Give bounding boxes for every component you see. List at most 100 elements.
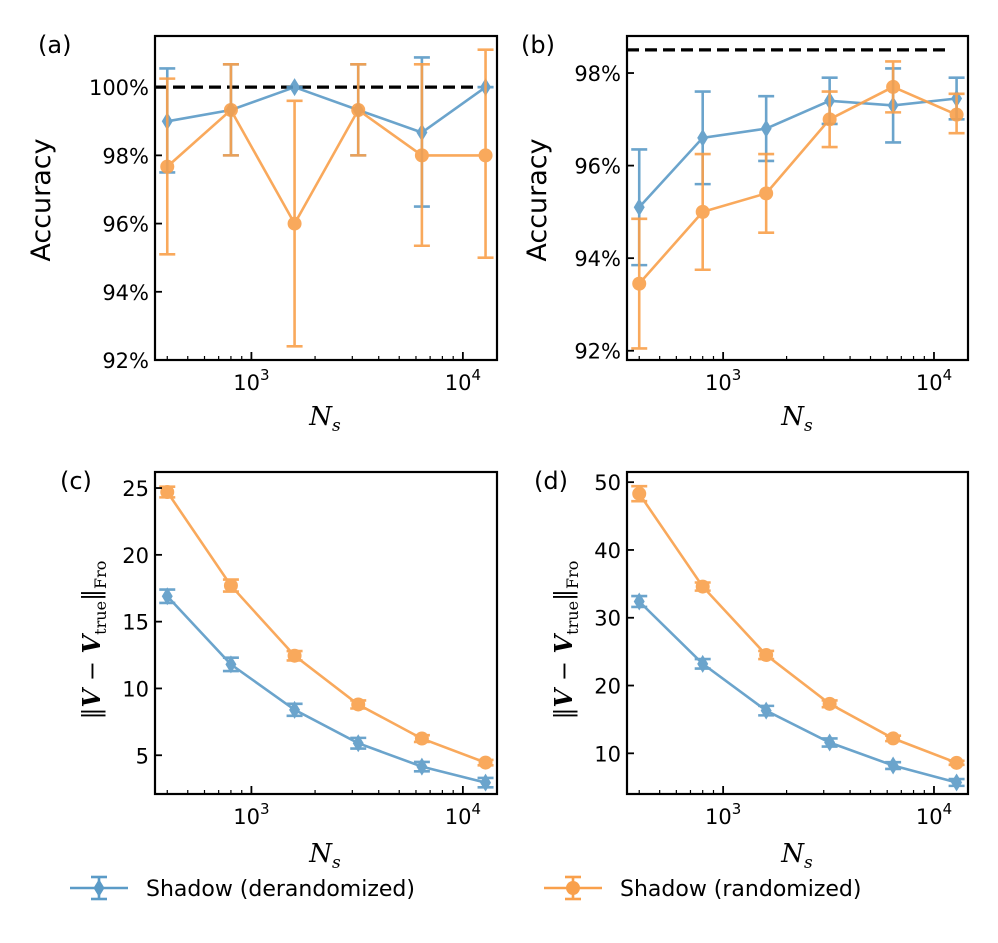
data-point	[822, 696, 837, 711]
data-point	[478, 755, 493, 770]
data-point	[478, 148, 493, 163]
series-1	[631, 484, 965, 770]
panel-a-xlabel: Ns	[308, 402, 341, 436]
axes-frame	[153, 34, 499, 362]
legend: Shadow (derandomized) Shadow (randomized…	[70, 875, 861, 902]
y-tick-label: 96%	[102, 213, 149, 237]
panel-c-ylabel-close: ‖	[78, 589, 107, 601]
panel-c-ylabel-v2: V	[77, 632, 106, 653]
series-line	[166, 491, 486, 764]
series-1	[631, 60, 965, 350]
panel-c-ylabel-v: V	[77, 686, 106, 707]
data-point	[632, 486, 647, 501]
series-line	[166, 107, 486, 227]
panel-b-ylabel: Accuracy	[522, 138, 553, 261]
panel-c-ylabel-sub-true: true	[91, 601, 110, 635]
data-point	[352, 734, 364, 753]
legend-marker	[566, 881, 580, 895]
panel-d-ylabel-minus: −	[550, 653, 578, 688]
data-point	[223, 103, 238, 118]
panel-a: (a) Accuracy 92% 94% 96% 98% 100% 103 104 Ns	[26, 31, 499, 436]
panel-d-ylabel-close: ‖	[550, 589, 579, 601]
x-tick-label: 104	[445, 366, 481, 395]
x-tick-label: 103	[705, 366, 741, 395]
data-point	[697, 654, 709, 673]
panel-a-xlabel-sub: s	[332, 416, 341, 436]
data-point	[223, 578, 238, 593]
data-point	[886, 79, 901, 94]
data-point	[161, 587, 173, 606]
data-point	[760, 701, 772, 720]
data-point	[287, 648, 302, 663]
panel-b-xlabel-main: N	[780, 402, 805, 432]
x-tick-label: 103	[705, 800, 741, 829]
axes-frame	[625, 34, 970, 362]
panel-b-xlabel: Ns	[780, 402, 813, 436]
axes-frame	[625, 470, 970, 796]
data-point	[695, 579, 710, 594]
x-tick-label: 103	[233, 366, 269, 395]
legend-entry-derandomized: Shadow (derandomized)	[70, 875, 415, 902]
series-1	[159, 48, 494, 348]
y-tick-label: 50	[594, 471, 621, 495]
axes-frame	[153, 470, 499, 796]
y-tick-label: 25	[122, 477, 149, 501]
data-point	[351, 103, 366, 118]
series-0	[159, 587, 494, 792]
y-tick-label: 10	[594, 742, 621, 766]
series-line	[638, 97, 957, 209]
panel-c-ylabel-sub-fro: Fro	[91, 561, 110, 589]
data-point	[416, 757, 428, 776]
panel-c-xlabel-main: N	[308, 839, 333, 869]
data-point	[760, 119, 772, 138]
panel-a-plot: 92% 94% 96% 98% 100% 103 104	[89, 34, 499, 395]
data-point	[759, 186, 774, 201]
data-point	[759, 648, 774, 663]
data-point	[414, 148, 429, 163]
panel-c-label: (c)	[60, 467, 92, 495]
panel-a-ylabel: Accuracy	[26, 138, 57, 261]
data-point	[632, 276, 647, 291]
y-tick-label: 100%	[89, 76, 149, 100]
data-point	[949, 107, 964, 122]
panel-c-xlabel-sub: s	[332, 853, 341, 873]
panel-d-plot: 10 20 30 40 50 103 104	[594, 470, 970, 829]
data-point	[822, 112, 837, 127]
y-tick-label: 94%	[574, 247, 621, 271]
data-point	[160, 159, 175, 174]
y-tick-label: 40	[594, 539, 621, 563]
y-tick-label: 10	[122, 677, 149, 701]
data-point	[951, 773, 963, 792]
y-tick-label: 15	[122, 611, 149, 635]
legend-swatch-derandomized	[70, 875, 128, 901]
panel-d-ylabel-sub-true: true	[563, 601, 582, 635]
data-point	[351, 697, 366, 712]
data-point	[633, 198, 645, 217]
series-line	[638, 492, 958, 765]
y-tick-label: 30	[594, 607, 621, 631]
y-tick-label: 96%	[574, 155, 621, 179]
panel-a-label: (a)	[38, 31, 71, 59]
data-point	[414, 731, 429, 746]
panel-b-xlabel-sub: s	[804, 416, 813, 436]
panel-c-xlabel: Ns	[308, 839, 341, 873]
data-point	[289, 700, 301, 719]
y-tick-label: 98%	[574, 62, 621, 86]
panel-c-ylabel: ‖V − Vtrue‖Fro	[77, 561, 110, 720]
data-point	[824, 733, 836, 752]
panel-d-ylabel-open: ‖	[550, 707, 579, 719]
series-0	[159, 56, 494, 208]
panel-c-ylabel-minus: −	[78, 653, 106, 688]
x-tick-label: 104	[445, 800, 481, 829]
data-point	[695, 204, 710, 219]
data-point	[697, 128, 709, 147]
y-tick-label: 20	[594, 675, 621, 699]
x-tick-label: 104	[916, 366, 952, 395]
series-1	[159, 485, 494, 770]
x-tick-label: 103	[233, 800, 269, 829]
panel-b-label: (b)	[521, 31, 555, 59]
panel-b: (b) Accuracy 92% 94% 96% 98% 103 104 Ns	[521, 31, 970, 436]
